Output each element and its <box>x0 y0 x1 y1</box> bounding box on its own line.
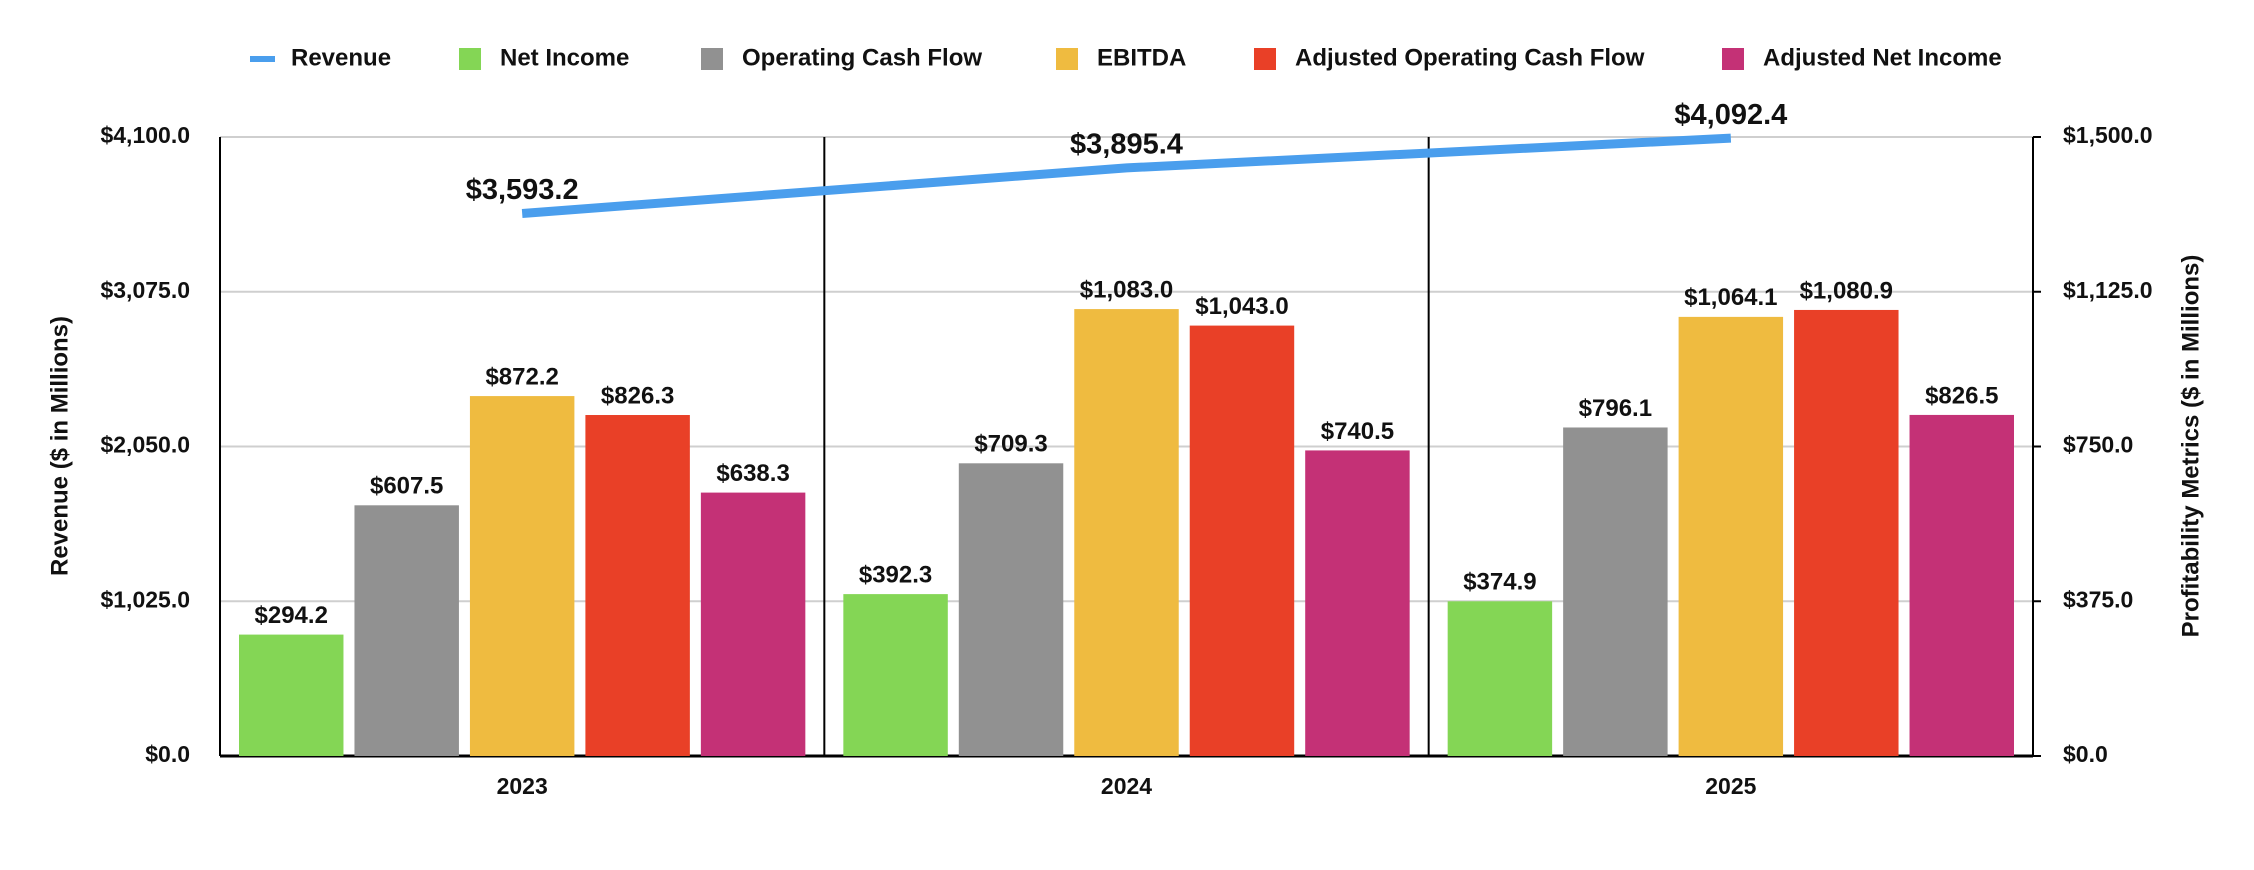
legend-marker <box>459 48 481 70</box>
legend-label: Operating Cash Flow <box>742 44 982 71</box>
legend-marker <box>1254 48 1276 70</box>
y2-axis-title: Profitability Metrics ($ in Millions) <box>2177 255 2204 638</box>
y-tick-label: $3,075.0 <box>100 277 190 303</box>
value-label: $1,043.0 <box>1195 293 1288 320</box>
legend-label: Net Income <box>500 44 629 71</box>
value-label: $1,064.1 <box>1684 284 1777 311</box>
value-label: $638.3 <box>716 460 789 487</box>
legend-label: EBITDA <box>1097 44 1186 71</box>
y2-tick-label: $375.0 <box>2063 586 2133 612</box>
x-tick-label: 2025 <box>1705 773 1756 799</box>
legend-label: Adjusted Net Income <box>1763 44 2002 71</box>
value-label: $4,092.4 <box>1674 99 1787 131</box>
bar <box>1563 427 1668 756</box>
value-label: $709.3 <box>974 431 1047 458</box>
value-label: $796.1 <box>1579 395 1652 422</box>
bar <box>958 463 1064 756</box>
bar <box>1447 601 1553 756</box>
value-label: $3,895.4 <box>1070 129 1183 161</box>
y-tick-label: $4,100.0 <box>100 122 190 148</box>
bar <box>1189 325 1295 756</box>
y2-tick-label: $1,125.0 <box>2063 277 2153 303</box>
value-label: $3,593.2 <box>466 174 579 206</box>
legend-label: Revenue <box>291 44 391 71</box>
bar <box>239 634 344 756</box>
bar <box>469 396 575 756</box>
value-label: $392.3 <box>859 561 932 588</box>
legend-label: Adjusted Operating Cash Flow <box>1295 44 1645 71</box>
legend-marker <box>701 48 723 70</box>
line <box>521 133 1732 219</box>
x-tick-label: 2023 <box>497 773 548 799</box>
y-tick-label: $0.0 <box>145 741 190 767</box>
value-label: $826.5 <box>1925 382 1998 409</box>
legend-marker <box>1056 48 1078 70</box>
y2-tick-label: $0.0 <box>2063 741 2108 767</box>
y2-tick-label: $1,500.0 <box>2063 122 2153 148</box>
value-label: $1,080.9 <box>1800 277 1893 304</box>
bar <box>585 415 690 756</box>
legend-marker <box>1722 48 1744 70</box>
bar <box>1909 414 2014 756</box>
value-label: $826.3 <box>601 382 674 409</box>
bar <box>1678 316 1784 756</box>
bar <box>843 594 948 756</box>
y-axis-title: Revenue ($ in Millions) <box>46 316 73 576</box>
value-label: $740.5 <box>1321 418 1394 445</box>
bar <box>354 505 459 756</box>
value-label: $1,083.0 <box>1080 276 1173 303</box>
y-tick-label: $2,050.0 <box>100 432 190 458</box>
y-tick-label: $1,025.0 <box>100 586 190 612</box>
bar <box>700 492 806 756</box>
bar <box>1305 450 1410 756</box>
x-tick-label: 2024 <box>1101 773 1152 799</box>
value-label: $872.2 <box>485 363 558 390</box>
bar <box>1794 309 1899 756</box>
value-label: $607.5 <box>370 473 443 500</box>
bar <box>1074 309 1179 756</box>
y2-tick-label: $750.0 <box>2063 432 2133 458</box>
value-label: $374.9 <box>1463 569 1536 596</box>
value-label: $294.2 <box>255 602 328 629</box>
